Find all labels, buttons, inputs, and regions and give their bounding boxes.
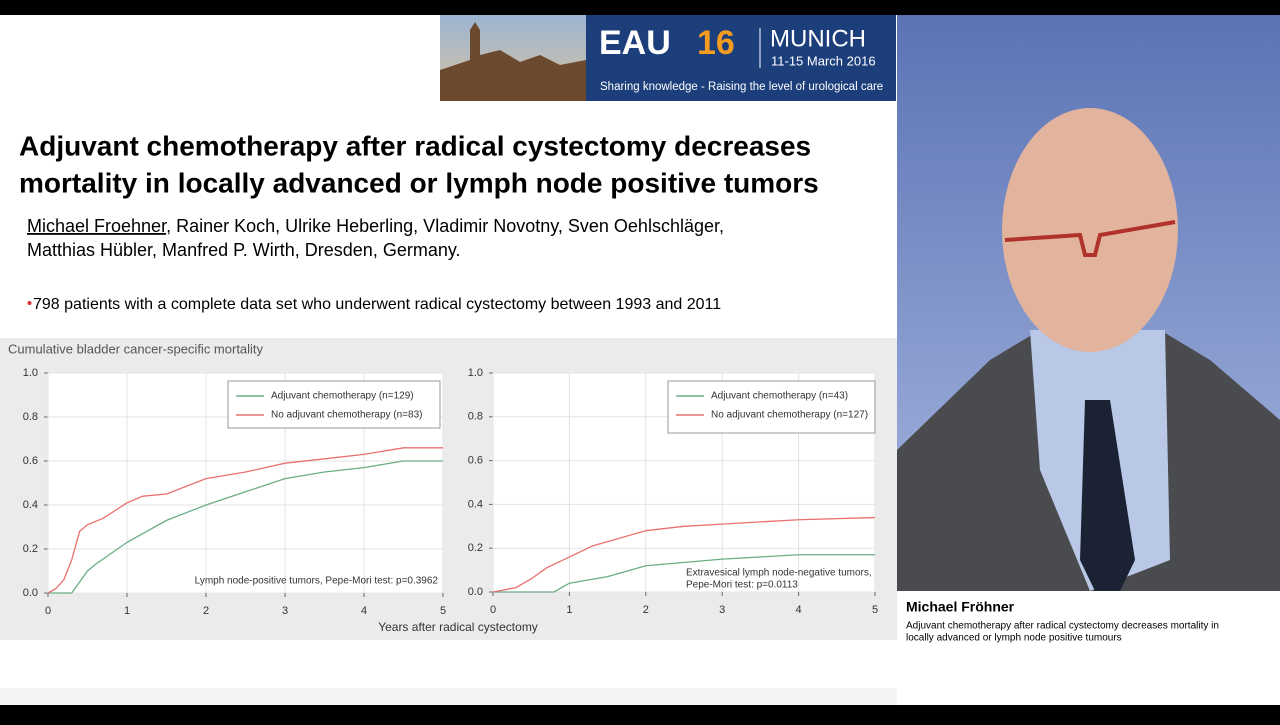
banner: EAU 16 MUNICH 11-15 March 2016 Sharing k… bbox=[440, 15, 896, 101]
speaker-caption: locally advanced or lymph node positive … bbox=[906, 633, 1122, 644]
y-tick-label: 0.4 bbox=[23, 499, 38, 511]
y-tick-label: 0.6 bbox=[23, 455, 38, 467]
banner-eau: EAU bbox=[599, 24, 671, 62]
speaker-caption: Adjuvant chemotherapy after radical cyst… bbox=[906, 621, 1219, 632]
caption-bg bbox=[897, 591, 1280, 705]
x-tick-label: 3 bbox=[282, 605, 288, 617]
speaker-name: Michael Fröhner bbox=[906, 599, 1015, 615]
x-axis-title: Years after radical cystectomy bbox=[378, 620, 538, 634]
y-axis-title: Cumulative bladder cancer-specific morta… bbox=[8, 341, 264, 356]
annotation: Pepe-Mori test: p=0.0113 bbox=[686, 580, 798, 591]
x-tick-label: 5 bbox=[440, 605, 446, 617]
legend-label: Adjuvant chemotherapy (n=129) bbox=[271, 391, 414, 402]
series-line bbox=[493, 554, 875, 593]
y-tick-label: 1.0 bbox=[468, 367, 483, 379]
banner-city: MUNICH bbox=[770, 25, 866, 52]
authors: Michael Froehner, Rainer Koch, Ulrike He… bbox=[27, 216, 724, 236]
authors: Matthias Hübler, Manfred P. Wirth, Dresd… bbox=[27, 240, 461, 260]
legend-box bbox=[227, 380, 441, 429]
authors-rest: , Rainer Koch, Ulrike Heberling, Vladimi… bbox=[166, 216, 724, 236]
y-tick-label: 1.0 bbox=[23, 367, 38, 379]
slide-title: Adjuvant chemotherapy after radical cyst… bbox=[19, 130, 811, 161]
y-tick-label: 0.2 bbox=[23, 543, 38, 555]
y-tick-label: 0.4 bbox=[468, 498, 483, 510]
x-tick-label: 4 bbox=[796, 604, 802, 616]
tie bbox=[1080, 400, 1135, 591]
banner-num: 16 bbox=[697, 24, 735, 62]
speaker-video: Michael Fröhner Adjuvant chemotherapy af… bbox=[897, 15, 1280, 705]
bullet-text: 798 patients with a complete data set wh… bbox=[33, 296, 721, 313]
series-line bbox=[492, 516, 876, 593]
city-hall bbox=[440, 22, 586, 101]
legend-label: No adjuvant chemotherapy (n=127) bbox=[711, 410, 868, 421]
x-tick-label: 0 bbox=[45, 605, 51, 617]
series-line bbox=[47, 447, 443, 594]
x-tick-label: 2 bbox=[643, 604, 649, 616]
y-tick-label: 0.8 bbox=[23, 411, 38, 423]
y-tick-label: 0.6 bbox=[468, 455, 483, 467]
x-tick-label: 1 bbox=[124, 605, 130, 617]
y-tick-label: 0.2 bbox=[468, 542, 483, 554]
series-line bbox=[48, 460, 443, 594]
x-tick-label: 5 bbox=[872, 604, 878, 616]
y-tick-label: 0.0 bbox=[23, 587, 38, 599]
annotation: Extravesical lymph node-negative tumors, bbox=[686, 568, 872, 579]
bullet-dot bbox=[27, 301, 32, 305]
glasses bbox=[1004, 220, 1176, 257]
x-tick-label: 1 bbox=[566, 604, 572, 616]
banner-bg bbox=[586, 15, 896, 101]
banner-tagline: Sharing knowledge - Raising the level of… bbox=[600, 81, 883, 93]
chart-panel: Cumulative bladder cancer-specific morta… bbox=[0, 338, 897, 640]
presenter: Michael Froehner bbox=[27, 216, 167, 236]
head bbox=[1002, 108, 1178, 352]
y-tick-label: 0.8 bbox=[468, 411, 483, 423]
y-tick-label: 0.0 bbox=[468, 586, 483, 598]
legend-box bbox=[667, 380, 876, 434]
banner-dates: 11-15 March 2016 bbox=[771, 53, 876, 68]
legend-label: Adjuvant chemotherapy (n=43) bbox=[711, 391, 848, 402]
slide-title: mortality in locally advanced or lymph n… bbox=[19, 167, 819, 198]
x-tick-label: 3 bbox=[719, 604, 725, 616]
annotation: Lymph node-positive tumors, Pepe-Mori te… bbox=[195, 576, 439, 587]
x-tick-label: 0 bbox=[490, 604, 496, 616]
x-tick-label: 2 bbox=[203, 605, 209, 617]
x-tick-label: 4 bbox=[361, 605, 367, 617]
legend-label: No adjuvant chemotherapy (n=83) bbox=[271, 410, 422, 421]
